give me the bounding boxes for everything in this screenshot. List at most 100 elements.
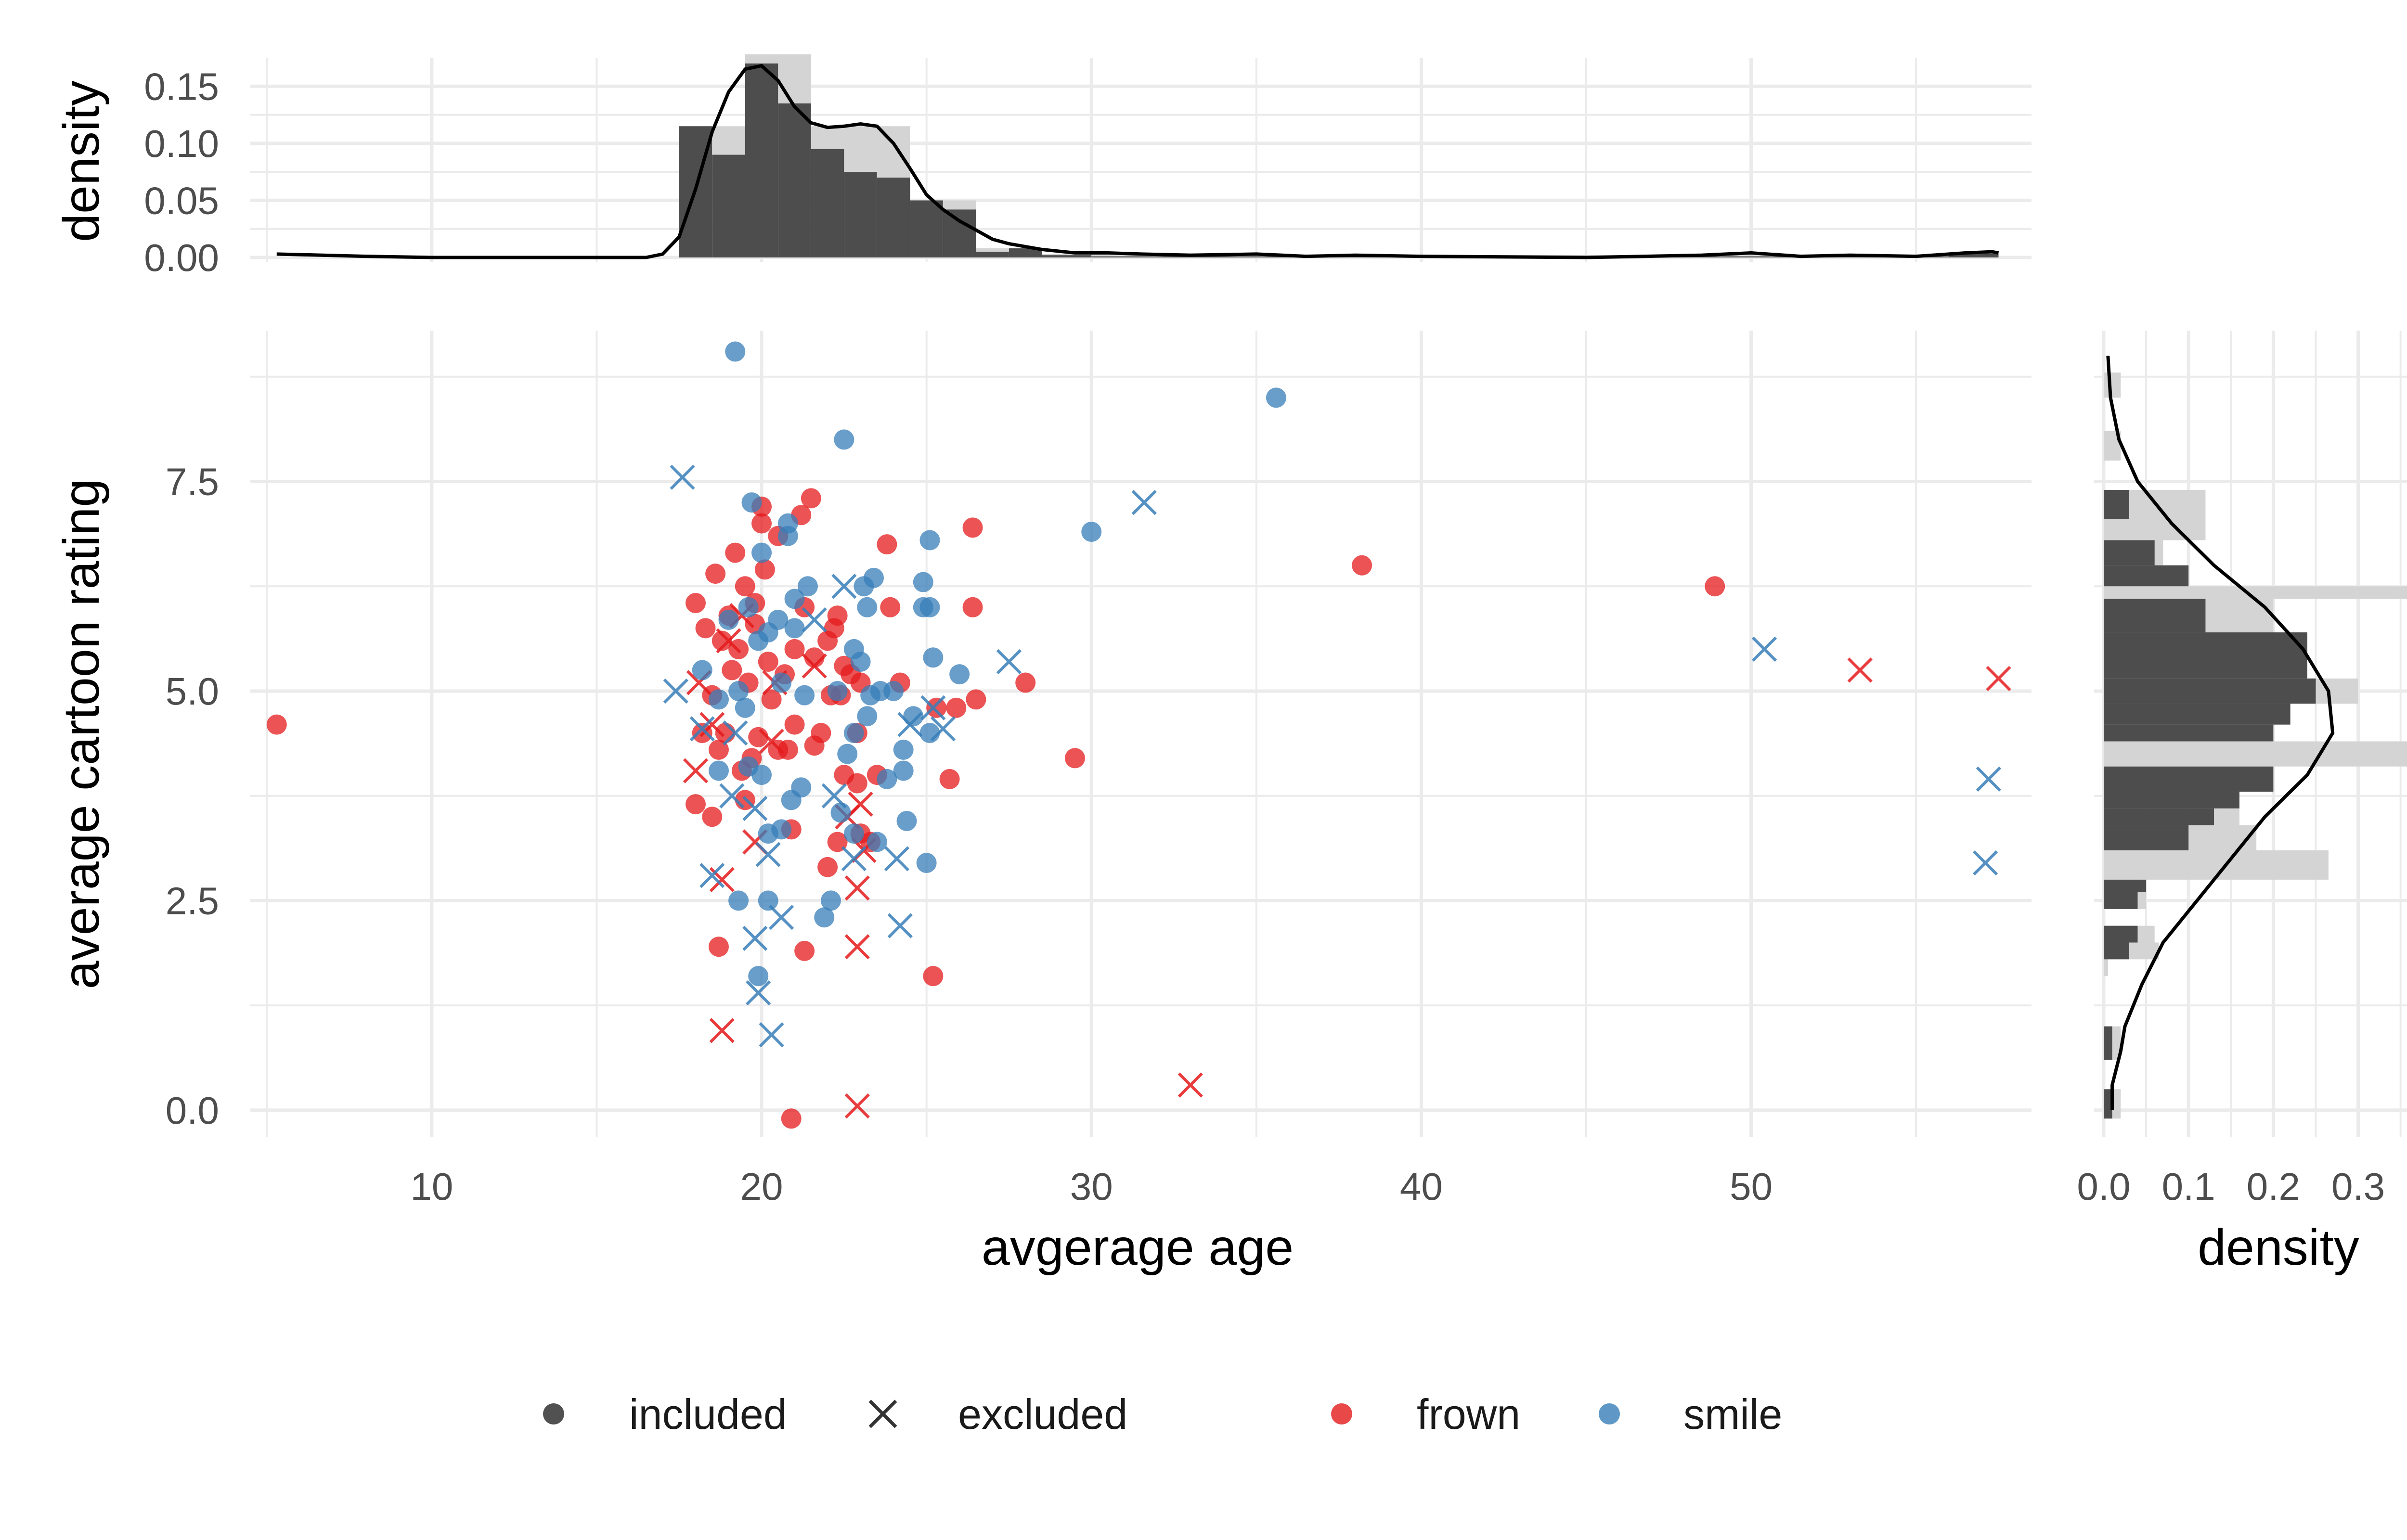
y-tick-label: 0.0 — [166, 1089, 219, 1132]
right-bar-overall — [2104, 372, 2121, 398]
point-smile-included — [916, 853, 937, 873]
point-smile-excluded — [742, 796, 768, 821]
legend-label-smile: smile — [1683, 1390, 1782, 1438]
point-smile-excluded — [884, 846, 910, 872]
top-bar-excluded — [745, 63, 778, 257]
right-bar-overall — [2104, 519, 2206, 540]
top-bar-excluded — [976, 252, 1009, 257]
point-frown-included — [827, 605, 848, 626]
point-smile-included — [771, 672, 792, 693]
point-frown-included — [847, 773, 867, 794]
point-frown-included — [781, 1108, 802, 1129]
y-tick-label: 2.5 — [166, 879, 219, 922]
right-density-curve — [2106, 356, 2335, 1110]
point-smile-excluded — [689, 716, 715, 742]
point-smile-included — [738, 597, 759, 617]
top-marginal-histogram: 0.00 0.05 0.10 0.15 density — [53, 54, 2032, 279]
point-smile-excluded — [663, 678, 689, 704]
right-bar-excluded — [2104, 825, 2189, 850]
point-smile-included — [748, 966, 769, 987]
point-smile-excluded — [920, 695, 946, 720]
point-smile-included — [692, 660, 712, 680]
point-frown-excluded — [716, 628, 741, 654]
point-frown-included — [926, 697, 947, 718]
point-smile-excluded — [759, 1022, 784, 1048]
point-smile-included — [850, 652, 871, 672]
point-frown-included — [811, 723, 831, 744]
point-frown-included — [712, 630, 732, 651]
right-bar-excluded — [2104, 766, 2274, 792]
point-smile-included — [741, 492, 762, 513]
point-smile-included — [725, 341, 746, 362]
right-bar-excluded — [2104, 1026, 2112, 1060]
scatter-points — [266, 341, 2011, 1129]
point-smile-excluded — [699, 863, 725, 888]
point-smile-excluded — [996, 649, 1022, 675]
point-smile-included — [857, 597, 878, 617]
scatter-y-ticks: 0.0 2.5 5.0 7.5 — [166, 461, 219, 1132]
legend-key-frown — [1331, 1403, 1352, 1424]
point-frown-included — [880, 597, 901, 617]
point-smile-included — [919, 530, 940, 551]
right-bar-excluded — [2104, 565, 2189, 587]
right-marginal-histogram: 0.00.10.20.30.4 density — [2077, 331, 2407, 1276]
legend-key-excluded — [868, 1399, 897, 1428]
point-smile-included — [820, 890, 841, 911]
point-smile-included — [784, 589, 805, 609]
point-smile-included — [893, 739, 914, 760]
top-bar-excluded — [712, 154, 745, 257]
right-bars — [2104, 372, 2407, 1119]
point-smile-excluded — [1751, 636, 1777, 662]
point-smile-included — [791, 777, 812, 798]
point-smile-included — [794, 685, 815, 706]
right-bar-excluded — [2104, 879, 2147, 893]
point-smile-included — [751, 542, 772, 563]
point-frown-included — [761, 689, 782, 710]
point-frown-excluded — [759, 729, 784, 754]
point-smile-included — [834, 429, 854, 450]
y-axis-title: average cartoon rating — [53, 479, 110, 989]
right-bar-overall — [2104, 959, 2108, 976]
point-frown-included — [777, 739, 798, 760]
point-smile-excluded — [821, 783, 847, 808]
right-x-tick-label: 0.2 — [2247, 1165, 2300, 1208]
point-frown-excluded — [1986, 666, 2011, 691]
point-smile-included — [949, 664, 970, 685]
point-frown-included — [695, 618, 716, 639]
point-frown-excluded — [1847, 657, 1873, 683]
point-smile-included — [913, 572, 933, 592]
point-frown-excluded — [709, 1018, 735, 1043]
point-smile-included — [896, 810, 917, 831]
legend-item-excluded: excluded — [868, 1390, 1127, 1438]
top-y-tick-label: 0.05 — [144, 179, 219, 222]
x-tick-label: 50 — [1730, 1165, 1773, 1208]
legend-label-frown: frown — [1417, 1390, 1520, 1438]
point-frown-included — [966, 689, 986, 710]
point-smile-included — [883, 680, 904, 701]
point-smile-included — [784, 618, 805, 639]
y-tick-label: 7.5 — [166, 461, 219, 503]
x-axis-title: avgerage age — [982, 1219, 1294, 1276]
top-bar-excluded — [1042, 255, 1092, 257]
point-frown-included — [735, 576, 755, 597]
point-frown-included — [702, 807, 723, 827]
point-frown-excluded — [844, 934, 870, 960]
right-bar-overall — [2104, 586, 2407, 599]
legend-item-frown: frown — [1331, 1390, 1520, 1438]
right-x-axis-title: density — [2198, 1219, 2359, 1276]
top-y-tick-label: 0.15 — [144, 65, 219, 108]
point-frown-included — [784, 639, 805, 659]
right-bar-excluded — [2104, 1089, 2112, 1119]
scatter-panel: 10 20 30 40 50 0.0 2.5 5.0 7.5 avgerage age ave… — [53, 331, 2032, 1276]
point-smile-excluded — [887, 913, 913, 938]
point-frown-included — [939, 769, 960, 789]
scatter-grid — [250, 331, 2032, 1137]
point-frown-included — [1064, 748, 1085, 769]
point-frown-included — [751, 513, 772, 534]
point-frown-included — [722, 660, 742, 680]
legend-label-excluded: excluded — [958, 1390, 1127, 1438]
right-bar-excluded — [2104, 632, 2307, 679]
right-bar-excluded — [2104, 892, 2138, 909]
